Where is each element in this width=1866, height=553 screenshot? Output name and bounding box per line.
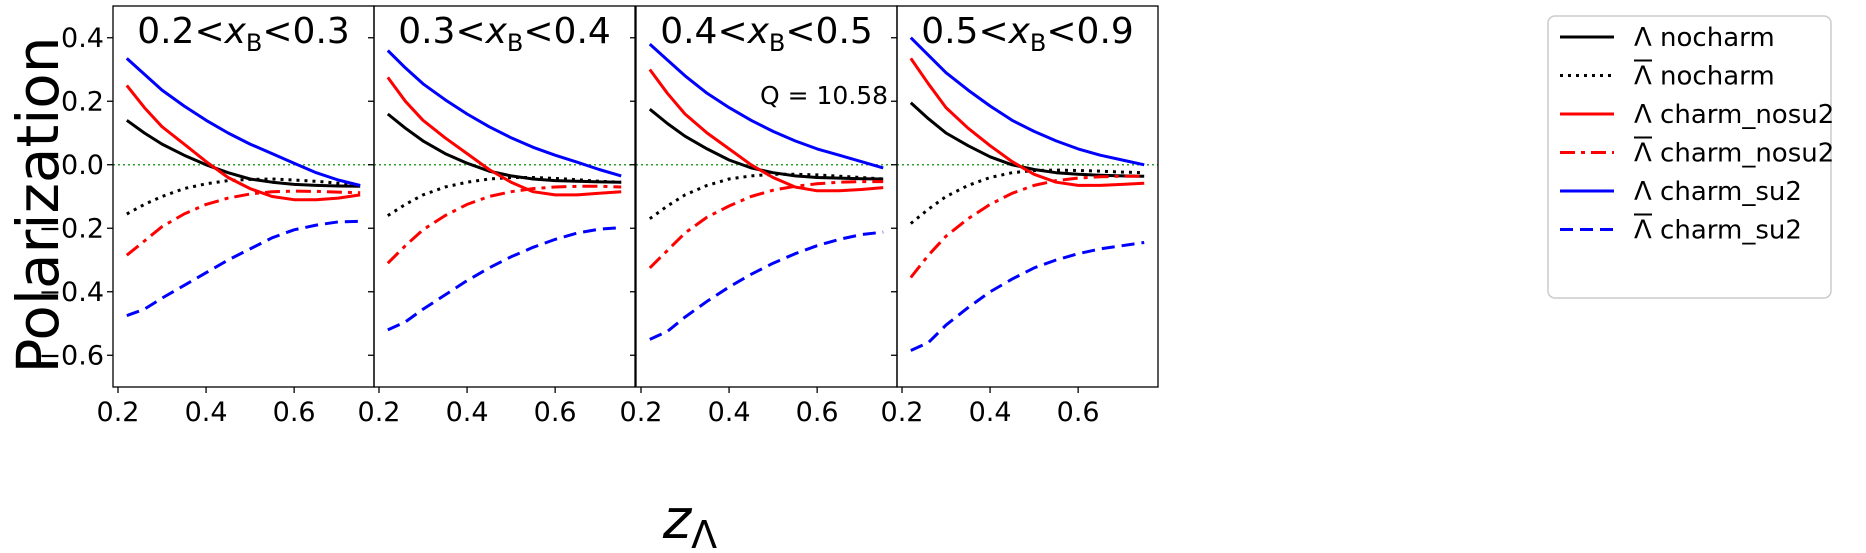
q-annotation: Q = 10.58 (760, 81, 888, 110)
panel-frame (373, 5, 636, 388)
series-line-3 (648, 68, 884, 193)
series-line-6 (910, 241, 1145, 352)
x-tick-label: 0.6 (273, 397, 316, 428)
series-line-1 (648, 108, 884, 181)
panel-title-variable: x (224, 11, 247, 52)
panel-title-range-low: 0.4< (660, 11, 747, 52)
y-tick-label: 0.4 (61, 23, 104, 54)
panel-title-range-high: <0.3 (262, 11, 349, 52)
x-tick-label: 0.6 (796, 397, 839, 428)
series-line-5 (125, 57, 361, 187)
panel-title-subscript: B (1030, 29, 1046, 57)
legend-label: Λ charm_su2 (1634, 216, 1802, 246)
x-tick-label: 0.4 (446, 397, 489, 428)
panel-title: 0.5<xB<0.9 (921, 11, 1134, 57)
panel-frame (635, 5, 898, 388)
x-tick-label: 0.2 (97, 397, 140, 428)
panel-3: 0.2 0.4 0.6 0.4<xB<0.5 Q = 10.58 (620, 5, 898, 428)
legend-label: Λ charm_nosu2 (1634, 139, 1834, 169)
y-axis-ticks: 0.4 0.2 0.0 −0.2 −0.4 −0.6 (38, 23, 104, 372)
legend-entry: Λ charm_su2 (1560, 213, 1802, 246)
series-line-6 (649, 230, 884, 341)
legend-entry: Λ nocharm (1560, 59, 1775, 92)
panel-4: 0.2 0.4 0.6 0.5<xB<0.9 (881, 5, 1159, 428)
legend-label: Λ charm_su2 (1634, 177, 1802, 207)
series-line-4 (909, 174, 1145, 279)
panel-frame (896, 5, 1159, 388)
y-tick-label: −0.2 (38, 213, 104, 244)
series-line-3 (909, 57, 1145, 187)
series-line-2 (386, 176, 622, 217)
x-tick-label: 0.2 (620, 397, 663, 428)
panels-layer: 0.2 0.4 0.60.2<xB<0.30.2 0.4 0.60.3<xB<0.40.… (97, 5, 1159, 428)
panel-title: 0.4<xB<0.5 (660, 11, 873, 57)
x-axis-label-var: z (662, 488, 693, 551)
panel-title-range-high: <0.5 (785, 11, 872, 52)
panel-title-range-low: 0.2< (137, 11, 224, 52)
legend-label: Λ charm_nosu2 (1634, 100, 1834, 130)
series-line-6 (387, 226, 622, 332)
panel-title-variable: x (747, 11, 770, 52)
series-line-5 (648, 42, 884, 170)
panel-title-range-high: <0.4 (523, 11, 610, 52)
panel-title-range-low: 0.5< (921, 11, 1008, 52)
panel-title: 0.2<xB<0.3 (137, 11, 350, 57)
legend: Λ nocharm Λ nocharm Λ charm_nosu2 Λ charm_n… (1547, 15, 1834, 299)
x-tick-label: 0.6 (534, 397, 577, 428)
panel-title-subscript: B (769, 29, 785, 57)
series-line-1 (386, 112, 622, 184)
x-tick-label: 0.2 (881, 397, 924, 428)
x-tick-label: 0.2 (358, 397, 401, 428)
y-tick-label: −0.6 (38, 340, 104, 371)
legend-label: Λ nocharm (1634, 62, 1775, 92)
legend-entries: Λ nocharm Λ nocharm Λ charm_nosu2 Λ charm_n… (1560, 23, 1834, 246)
series-line-2 (909, 168, 1145, 225)
y-tick-label: 0.2 (61, 86, 104, 117)
legend-label: Λ nocharm (1634, 23, 1775, 53)
legend-entry: Λ charm_nosu2 (1560, 136, 1834, 169)
series-line-5 (909, 36, 1145, 167)
panel-title-range-low: 0.3< (398, 11, 485, 52)
y-axis-label: Polarization (4, 36, 72, 373)
x-axis-label: zΛ (662, 488, 717, 553)
panel-title-variable: x (485, 11, 508, 52)
x-axis-label-sub: Λ (691, 513, 717, 553)
legend-entry: Λ charm_nosu2 (1560, 100, 1834, 130)
series-line-6 (126, 219, 361, 318)
series-line-4 (648, 180, 884, 269)
panel-title-range-high: <0.9 (1046, 11, 1133, 52)
panel-2: 0.2 0.4 0.6 0.3<xB<0.4 (358, 5, 636, 428)
panel-title-variable: x (1008, 11, 1031, 52)
series-line-3 (125, 84, 361, 202)
series-line-4 (125, 189, 361, 257)
panel-1: 0.2 0.4 0.6 0.2<xB<0.3 (97, 5, 375, 428)
series-line-5 (386, 49, 622, 178)
panel-title-subscript: B (246, 29, 262, 57)
y-tick-label: −0.4 (38, 277, 104, 308)
x-tick-label: 0.4 (969, 397, 1012, 428)
series-line-1 (125, 119, 361, 188)
x-tick-label: 0.6 (1057, 397, 1100, 428)
x-tick-label: 0.4 (185, 397, 228, 428)
series-line-2 (648, 172, 884, 220)
panel-title: 0.3<xB<0.4 (398, 11, 611, 57)
panel-title-subscript: B (507, 29, 523, 57)
y-tick-label: 0.0 (61, 150, 104, 181)
series-line-3 (386, 76, 622, 197)
series-line-4 (386, 184, 622, 265)
legend-entry: Λ charm_su2 (1560, 177, 1802, 207)
x-tick-label: 0.4 (708, 397, 751, 428)
legend-frame (1547, 15, 1832, 299)
legend-entry: Λ nocharm (1560, 23, 1775, 53)
